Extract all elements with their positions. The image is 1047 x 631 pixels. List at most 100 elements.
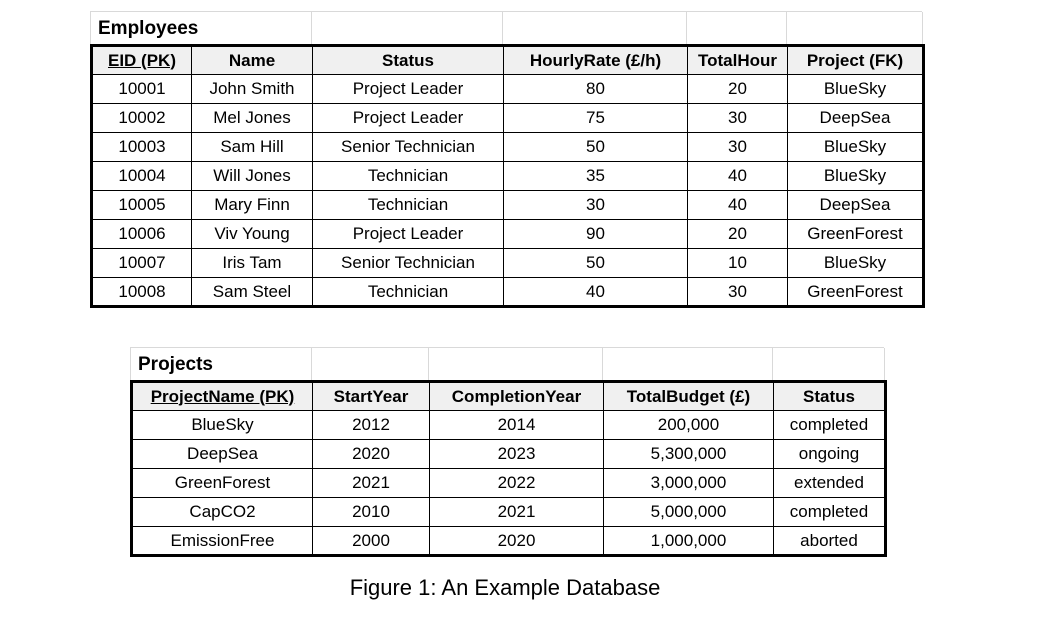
table-cell: 10007: [91, 248, 192, 278]
table-cell: 10006: [91, 219, 192, 249]
table-cell: BlueSky: [787, 132, 924, 162]
table-row: 10003 Sam Hill Senior Technician 50 30 BlueSk…: [91, 132, 924, 162]
table-cell: DeepSea: [787, 190, 924, 220]
table-cell: 30: [687, 132, 788, 162]
table-cell: Project Leader: [312, 219, 504, 249]
table-cell: 30: [503, 190, 688, 220]
gridline-cell: Projects: [131, 348, 312, 380]
projects-table-title: Projects: [131, 349, 213, 380]
table-cell: 2022: [429, 468, 604, 498]
table-cell: 30: [687, 277, 788, 307]
column-header: EID (PK): [91, 45, 192, 75]
table-cell: 10003: [91, 132, 192, 162]
table-cell: 10008: [91, 277, 192, 307]
table-cell: 40: [687, 161, 788, 191]
table-cell: 5,000,000: [603, 497, 774, 527]
table-cell: 40: [687, 190, 788, 220]
table-cell: 80: [503, 74, 688, 104]
table-cell: 90: [503, 219, 688, 249]
table-row: 10001 John Smith Project Leader 80 20 BlueSky: [91, 74, 924, 104]
employees-table-section: Employees EID (PK) Name Status HourlyRate (…: [90, 11, 925, 308]
table-cell: 10005: [91, 190, 192, 220]
gridline-cell: [312, 348, 429, 380]
gridline-cell: Employees: [91, 12, 312, 44]
table-cell: 10002: [91, 103, 192, 133]
table-cell: aborted: [773, 526, 886, 556]
table-row: 10005 Mary Finn Technician 30 40 DeepSea: [91, 190, 924, 220]
table-cell: 2020: [429, 526, 604, 556]
column-header: HourlyRate (£/h): [503, 45, 688, 75]
table-cell: Technician: [312, 161, 504, 191]
projects-table-section: Projects ProjectName (PK) StartYear Comple…: [130, 347, 887, 557]
table-cell: 5,300,000: [603, 439, 774, 469]
table-cell: 2023: [429, 439, 604, 469]
table-cell: 200,000: [603, 410, 774, 440]
projects-title-row: Projects: [130, 347, 885, 380]
table-row: GreenForest 2021 2022 3,000,000 extended: [131, 468, 886, 498]
employees-table: EID (PK) Name Status HourlyRate (£/h) TotalH…: [90, 44, 925, 308]
table-cell: EmissionFree: [131, 526, 313, 556]
table-cell: 75: [503, 103, 688, 133]
table-row: BlueSky 2012 2014 200,000 completed: [131, 410, 886, 440]
table-cell: 40: [503, 277, 688, 307]
table-cell: Senior Technician: [312, 132, 504, 162]
column-header: Status: [312, 45, 504, 75]
column-header: Project (FK): [787, 45, 924, 75]
gridline-cell: [603, 348, 773, 380]
table-cell: 20: [687, 74, 788, 104]
gridline-cell: [312, 12, 503, 44]
table-cell: 20: [687, 219, 788, 249]
table-cell: Senior Technician: [312, 248, 504, 278]
gridline-cell: [503, 12, 687, 44]
table-cell: 2000: [312, 526, 430, 556]
table-cell: Viv Young: [191, 219, 313, 249]
employees-table-body: 10001 John Smith Project Leader 80 20 BlueSky…: [91, 74, 924, 307]
projects-table-body: BlueSky 2012 2014 200,000 completed DeepSea 20…: [131, 410, 886, 556]
projects-header-row: ProjectName (PK) StartYear CompletionYear T…: [131, 381, 886, 411]
column-header: Name: [191, 45, 313, 75]
table-cell: Mel Jones: [191, 103, 313, 133]
table-cell: ongoing: [773, 439, 886, 469]
table-row: 10006 Viv Young Project Leader 90 20 GreenFor…: [91, 219, 924, 249]
table-cell: 2012: [312, 410, 430, 440]
employees-header-row: EID (PK) Name Status HourlyRate (£/h) TotalH…: [91, 45, 924, 75]
table-cell: 3,000,000: [603, 468, 774, 498]
table-row: 10002 Mel Jones Project Leader 75 30 DeepSea: [91, 103, 924, 133]
employees-title-row: Employees: [90, 11, 923, 44]
table-cell: 10004: [91, 161, 192, 191]
table-cell: BlueSky: [787, 74, 924, 104]
table-cell: completed: [773, 497, 886, 527]
table-cell: BlueSky: [787, 248, 924, 278]
column-header: CompletionYear: [429, 381, 604, 411]
table-cell: Technician: [312, 277, 504, 307]
gridline-cell: [687, 12, 787, 44]
table-cell: Project Leader: [312, 103, 504, 133]
table-cell: GreenForest: [787, 219, 924, 249]
table-cell: Iris Tam: [191, 248, 313, 278]
table-cell: Technician: [312, 190, 504, 220]
table-cell: BlueSky: [787, 161, 924, 191]
table-cell: BlueSky: [131, 410, 313, 440]
column-header: StartYear: [312, 381, 430, 411]
table-row: 10007 Iris Tam Senior Technician 50 10 BlueSk…: [91, 248, 924, 278]
table-cell: 2021: [429, 497, 604, 527]
figure-caption: Figure 1: An Example Database: [349, 575, 661, 600]
table-cell: 1,000,000: [603, 526, 774, 556]
table-cell: DeepSea: [787, 103, 924, 133]
table-row: 10004 Will Jones Technician 35 40 BlueSky: [91, 161, 924, 191]
table-cell: CapCO2: [131, 497, 313, 527]
table-cell: Mary Finn: [191, 190, 313, 220]
table-row: EmissionFree 2000 2020 1,000,000 aborted: [131, 526, 886, 556]
table-cell: John Smith: [191, 74, 313, 104]
column-header: ProjectName (PK): [131, 381, 313, 411]
table-cell: 10001: [91, 74, 192, 104]
gridline-cell: [787, 12, 923, 44]
table-cell: 30: [687, 103, 788, 133]
table-row: CapCO2 2010 2021 5,000,000 completed: [131, 497, 886, 527]
table-cell: Project Leader: [312, 74, 504, 104]
table-cell: Will Jones: [191, 161, 313, 191]
table-cell: GreenForest: [131, 468, 313, 498]
table-cell: Sam Steel: [191, 277, 313, 307]
employees-table-title: Employees: [91, 13, 199, 44]
table-cell: 50: [503, 248, 688, 278]
